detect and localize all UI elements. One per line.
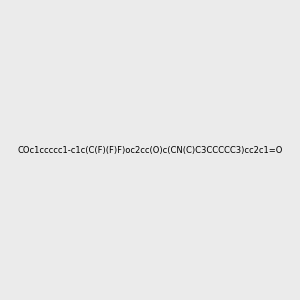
Text: COc1ccccc1-c1c(C(F)(F)F)oc2cc(O)c(CN(C)C3CCCCC3)cc2c1=O: COc1ccccc1-c1c(C(F)(F)F)oc2cc(O)c(CN(C)C… bbox=[17, 146, 283, 154]
